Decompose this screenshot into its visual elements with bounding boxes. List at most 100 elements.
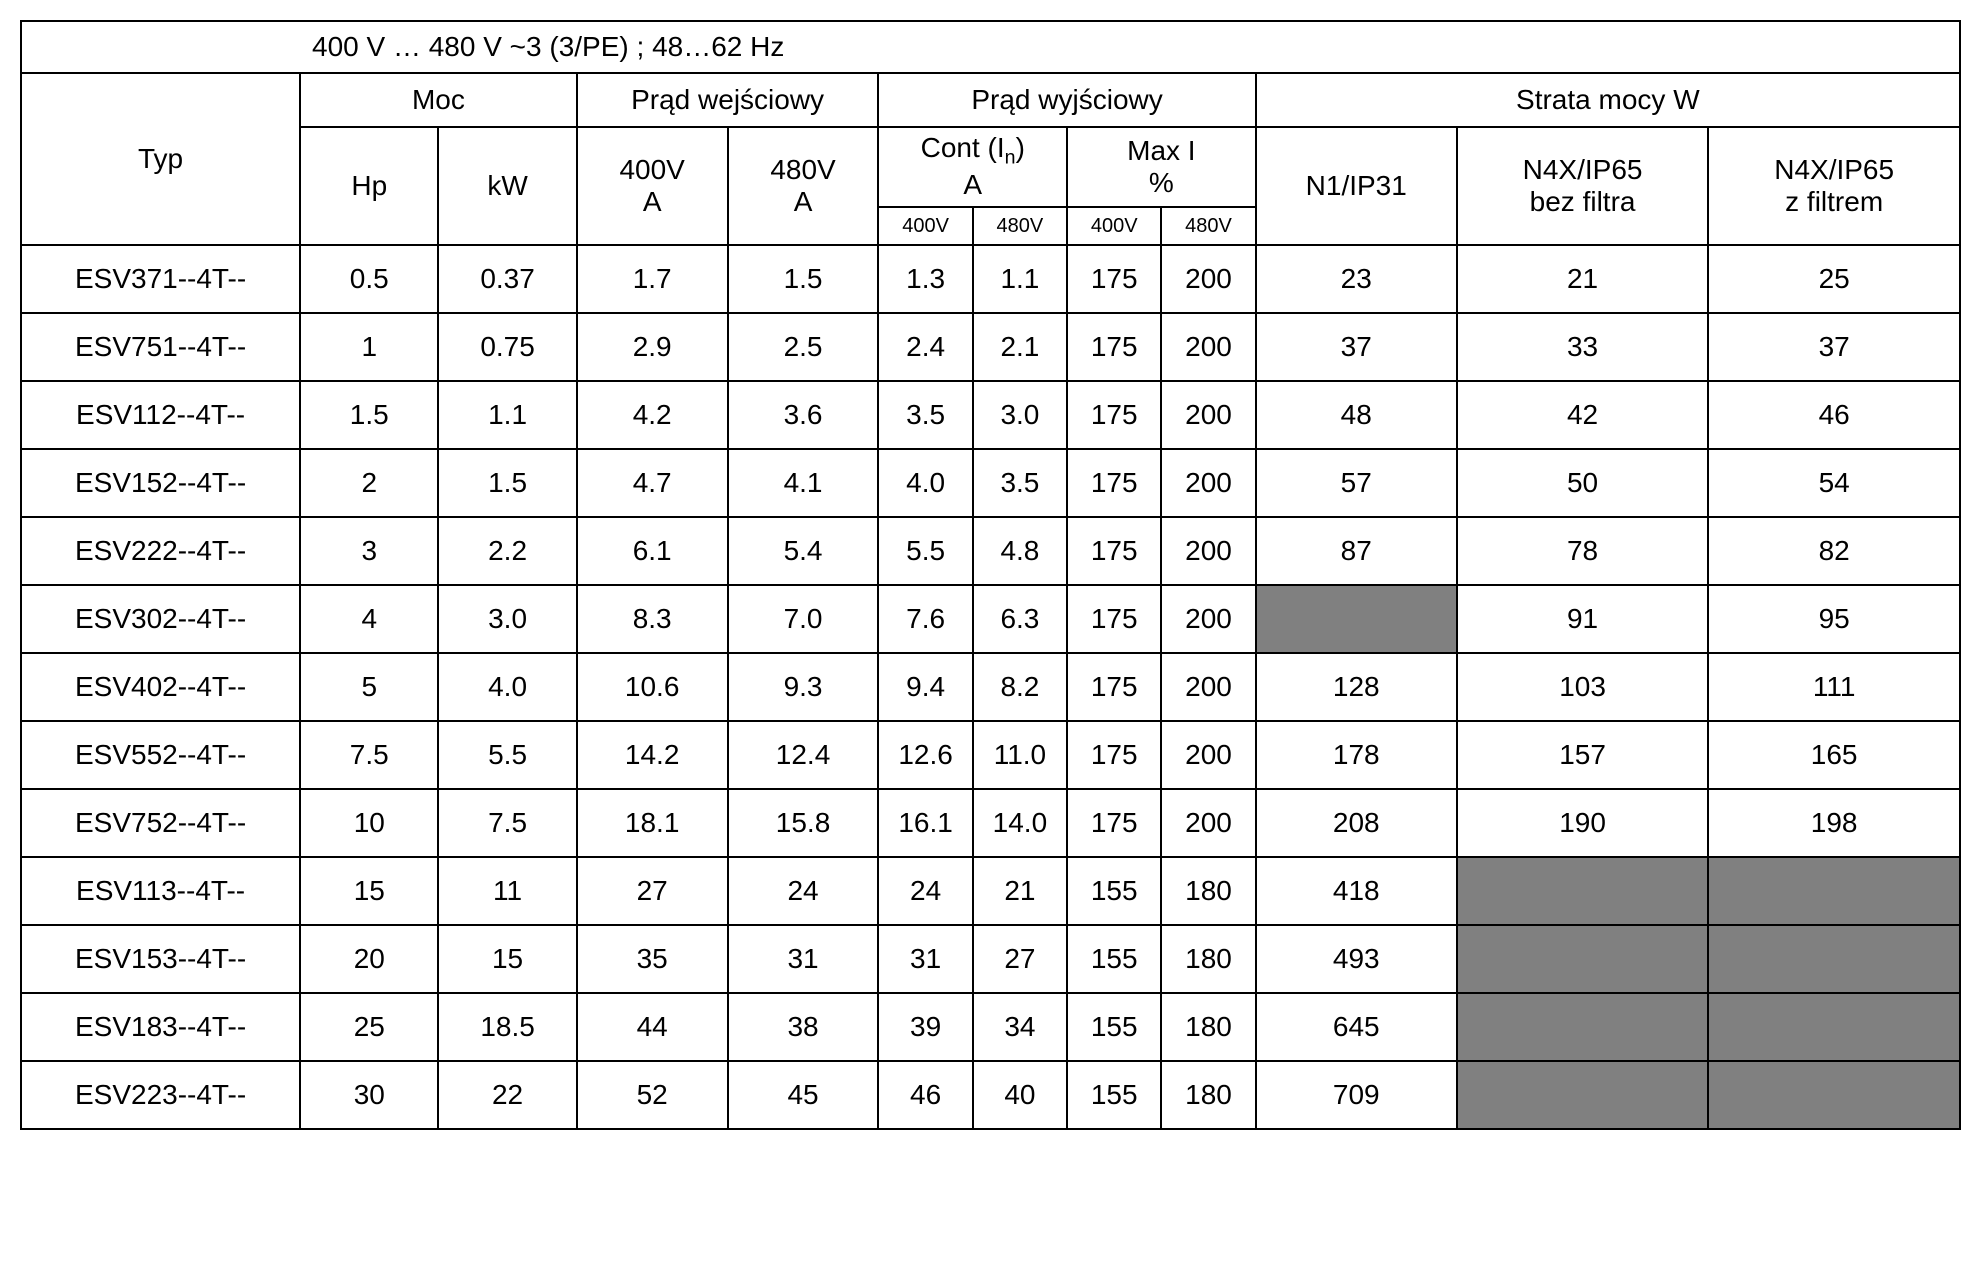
- cell-cont400: 46: [878, 1061, 972, 1129]
- cell-kw: 4.0: [438, 653, 576, 721]
- cell-n4x_bez: [1457, 1061, 1708, 1129]
- cell-n4x_z: 111: [1708, 653, 1960, 721]
- cell-cont400: 12.6: [878, 721, 972, 789]
- cell-typ: ESV402--4T--: [21, 653, 300, 721]
- col-cont: Cont (In)A: [878, 127, 1067, 207]
- cell-n1: 493: [1256, 925, 1457, 993]
- col-group-prad-wyj: Prąd wyjściowy: [878, 73, 1255, 127]
- cell-max400: 155: [1067, 993, 1161, 1061]
- cell-hp: 0.5: [300, 245, 438, 313]
- table-row: ESV223--4T--302252454640155180709: [21, 1061, 1960, 1129]
- header-row-1: Typ Moc Prąd wejściowy Prąd wyjściowy St…: [21, 73, 1960, 127]
- cell-max400: 175: [1067, 381, 1161, 449]
- cell-max480: 180: [1161, 857, 1255, 925]
- col-cont-480v: 480V: [973, 207, 1067, 245]
- cell-typ: ESV223--4T--: [21, 1061, 300, 1129]
- cell-in480: 15.8: [728, 789, 879, 857]
- cell-n4x_bez: 78: [1457, 517, 1708, 585]
- cell-typ: ESV113--4T--: [21, 857, 300, 925]
- cell-max400: 175: [1067, 789, 1161, 857]
- table-row: ESV402--4T--54.010.69.39.48.217520012810…: [21, 653, 1960, 721]
- table-row: ESV752--4T--107.518.115.816.114.01752002…: [21, 789, 1960, 857]
- cell-hp: 20: [300, 925, 438, 993]
- cell-n4x_bez: [1457, 857, 1708, 925]
- cell-in480: 38: [728, 993, 879, 1061]
- cell-hp: 7.5: [300, 721, 438, 789]
- cell-hp: 15: [300, 857, 438, 925]
- cell-n4x_bez: 42: [1457, 381, 1708, 449]
- cell-kw: 11: [438, 857, 576, 925]
- cell-cont480: 21: [973, 857, 1067, 925]
- col-in480: 480VA: [728, 127, 879, 245]
- cell-cont400: 1.3: [878, 245, 972, 313]
- cell-typ: ESV152--4T--: [21, 449, 300, 517]
- cell-in400: 27: [577, 857, 728, 925]
- cell-kw: 1.5: [438, 449, 576, 517]
- col-maxi: Max I%: [1067, 127, 1256, 207]
- cell-n4x_z: 82: [1708, 517, 1960, 585]
- cell-hp: 5: [300, 653, 438, 721]
- cell-hp: 3: [300, 517, 438, 585]
- cell-cont480: 1.1: [973, 245, 1067, 313]
- cell-n4x_bez: 190: [1457, 789, 1708, 857]
- cell-n1: [1256, 585, 1457, 653]
- cell-in480: 7.0: [728, 585, 879, 653]
- cell-typ: ESV751--4T--: [21, 313, 300, 381]
- cell-n1: 645: [1256, 993, 1457, 1061]
- cell-cont400: 9.4: [878, 653, 972, 721]
- col-group-strata: Strata mocy W: [1256, 73, 1960, 127]
- cell-n4x_z: 25: [1708, 245, 1960, 313]
- cell-in480: 2.5: [728, 313, 879, 381]
- cell-in480: 5.4: [728, 517, 879, 585]
- cell-typ: ESV752--4T--: [21, 789, 300, 857]
- cell-hp: 4: [300, 585, 438, 653]
- cell-max480: 200: [1161, 789, 1255, 857]
- cell-n4x_bez: 50: [1457, 449, 1708, 517]
- cell-in480: 9.3: [728, 653, 879, 721]
- cell-max480: 200: [1161, 721, 1255, 789]
- cell-cont480: 40: [973, 1061, 1067, 1129]
- cell-kw: 0.37: [438, 245, 576, 313]
- cell-kw: 18.5: [438, 993, 576, 1061]
- cell-hp: 25: [300, 993, 438, 1061]
- spec-table: 400 V … 480 V ~3 (3/PE) ; 48…62 Hz Typ M…: [20, 20, 1961, 1130]
- col-n4x-bez: N4X/IP65bez filtra: [1457, 127, 1708, 245]
- col-group-moc: Moc: [300, 73, 577, 127]
- cell-max400: 175: [1067, 585, 1161, 653]
- cell-kw: 22: [438, 1061, 576, 1129]
- cell-max480: 180: [1161, 1061, 1255, 1129]
- cell-n4x_z: 54: [1708, 449, 1960, 517]
- cell-n1: 23: [1256, 245, 1457, 313]
- cell-cont400: 5.5: [878, 517, 972, 585]
- cell-max480: 200: [1161, 449, 1255, 517]
- cell-max400: 175: [1067, 653, 1161, 721]
- cell-n4x_z: [1708, 857, 1960, 925]
- cell-in480: 12.4: [728, 721, 879, 789]
- cell-hp: 30: [300, 1061, 438, 1129]
- cell-typ: ESV183--4T--: [21, 993, 300, 1061]
- cell-hp: 1.5: [300, 381, 438, 449]
- cell-hp: 2: [300, 449, 438, 517]
- cell-n1: 57: [1256, 449, 1457, 517]
- cell-cont400: 7.6: [878, 585, 972, 653]
- cell-typ: ESV371--4T--: [21, 245, 300, 313]
- cell-kw: 0.75: [438, 313, 576, 381]
- cell-cont480: 6.3: [973, 585, 1067, 653]
- cell-n1: 709: [1256, 1061, 1457, 1129]
- col-kw: kW: [438, 127, 576, 245]
- cell-n1: 418: [1256, 857, 1457, 925]
- cell-kw: 7.5: [438, 789, 576, 857]
- cell-cont480: 27: [973, 925, 1067, 993]
- cell-in480: 45: [728, 1061, 879, 1129]
- cell-cont480: 4.8: [973, 517, 1067, 585]
- table-title: 400 V … 480 V ~3 (3/PE) ; 48…62 Hz: [21, 21, 1960, 73]
- cell-cont480: 8.2: [973, 653, 1067, 721]
- cell-max480: 200: [1161, 381, 1255, 449]
- cell-n4x_z: [1708, 993, 1960, 1061]
- cell-kw: 5.5: [438, 721, 576, 789]
- col-n4x-z: N4X/IP65z filtrem: [1708, 127, 1960, 245]
- cell-n4x_bez: [1457, 993, 1708, 1061]
- cell-n4x_bez: [1457, 925, 1708, 993]
- table-row: ESV153--4T--201535313127155180493: [21, 925, 1960, 993]
- cell-cont480: 2.1: [973, 313, 1067, 381]
